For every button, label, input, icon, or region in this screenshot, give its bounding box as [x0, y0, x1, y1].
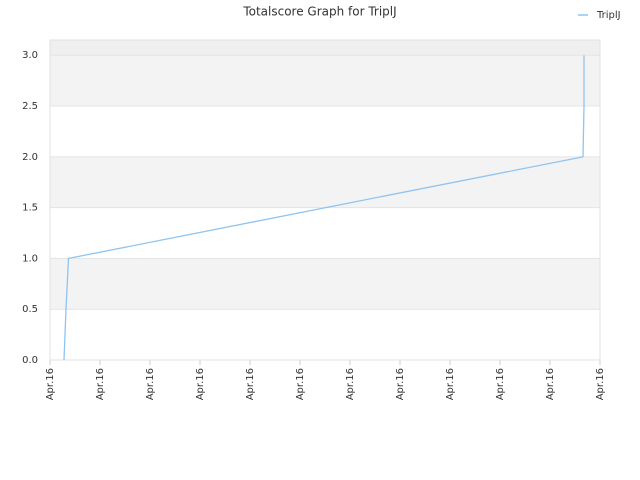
- x-tick-label: Apr.16: [395, 368, 406, 400]
- y-tick-label: 1.0: [22, 253, 38, 264]
- x-tick-label: Apr.16: [245, 368, 256, 400]
- x-tick-label: Apr.16: [45, 368, 56, 400]
- y-tick-label: 3.0: [22, 50, 38, 61]
- legend-label: TriplJ: [596, 10, 621, 21]
- x-tick-label: Apr.16: [595, 368, 606, 400]
- x-tick-label: Apr.16: [145, 368, 156, 400]
- x-tick-label: Apr.16: [195, 368, 206, 400]
- x-tick-label: Apr.16: [545, 368, 556, 400]
- grid-band: [50, 40, 600, 56]
- chart-title: Totalscore Graph for TriplJ: [242, 5, 396, 19]
- x-tick-label: Apr.16: [95, 368, 106, 400]
- y-tick-label: 0.0: [22, 355, 38, 366]
- y-tick-label: 1.5: [22, 203, 38, 214]
- plot-border: [49, 39, 601, 361]
- y-tick-label: 0.5: [22, 304, 38, 315]
- grid-band: [50, 55, 600, 107]
- x-tick-label: Apr.16: [345, 368, 356, 400]
- x-tick-label: Apr.16: [495, 368, 506, 400]
- y-tick-label: 2.5: [22, 101, 38, 112]
- x-tick-label: Apr.16: [295, 368, 306, 400]
- line: [63, 55, 585, 361]
- grid-band: [50, 156, 600, 208]
- y-tick-label: 2.0: [22, 152, 38, 163]
- x-tick-label: Apr.16: [445, 368, 456, 400]
- grid-band: [50, 258, 600, 310]
